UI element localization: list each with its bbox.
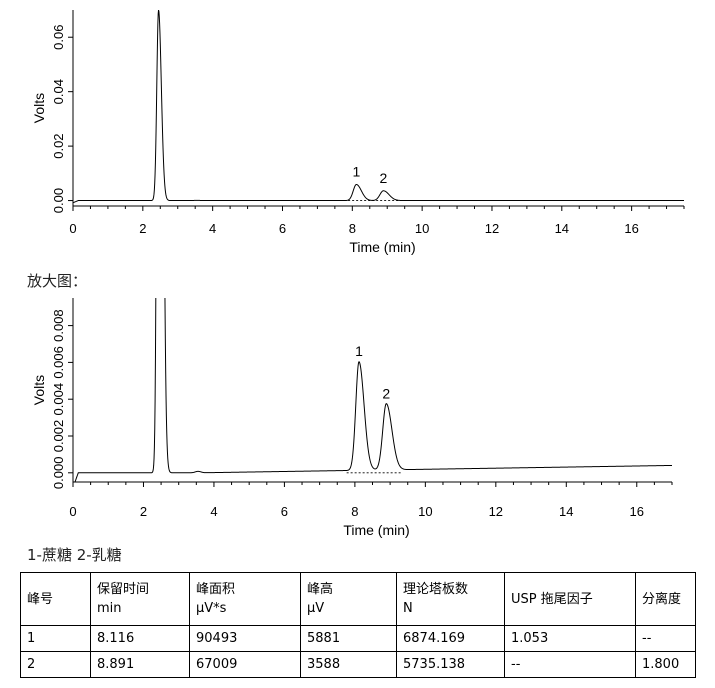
table-cell: 90493 bbox=[189, 625, 301, 652]
header-line1: 峰号 bbox=[27, 591, 54, 607]
table-cell: 2 bbox=[20, 651, 91, 678]
peak-legend: 1-蔗糖 2-乳糖 bbox=[27, 546, 122, 564]
header-cell: 峰号 bbox=[20, 572, 91, 626]
table-cell: -- bbox=[635, 625, 696, 652]
x-tick-label: 14 bbox=[559, 504, 573, 519]
header-line1: 保留时间 bbox=[97, 582, 150, 597]
y-axis-title: Volts bbox=[31, 375, 47, 405]
table-cell: 8.116 bbox=[90, 625, 190, 652]
peak-label: 1 bbox=[352, 163, 360, 179]
y-tick-label: 0.006 bbox=[51, 346, 66, 379]
x-tick-label: 0 bbox=[69, 504, 76, 519]
table-row: 1 8.116 90493 5881 6874.169 1.053 -- bbox=[20, 625, 696, 652]
header-line2: μV*s bbox=[196, 601, 227, 616]
header-line1: 理论塔板数 bbox=[403, 582, 469, 597]
x-tick-label: 12 bbox=[485, 221, 499, 236]
x-tick-label: 4 bbox=[209, 221, 216, 236]
signal-trace bbox=[73, 10, 684, 204]
signal-trace bbox=[74, 298, 672, 482]
table-cell: -- bbox=[504, 651, 636, 678]
y-tick-label: 0.00 bbox=[51, 188, 66, 213]
x-tick-label: 10 bbox=[415, 221, 429, 236]
x-tick-label: 6 bbox=[279, 221, 286, 236]
table-cell: 5881 bbox=[300, 625, 397, 652]
y-axis-title: Volts bbox=[31, 93, 47, 123]
x-tick-label: 8 bbox=[351, 504, 358, 519]
header-cell: 分离度 bbox=[635, 572, 696, 626]
table-header-row: 峰号 保留时间 min 峰面积 μV*s 峰高 μV 理论塔板数 N USP 拖尾因子 … bbox=[20, 572, 696, 626]
table-cell: 67009 bbox=[189, 651, 301, 678]
header-cell: 理论塔板数 N bbox=[396, 572, 505, 626]
x-tick-label: 6 bbox=[281, 504, 288, 519]
header-line1: USP 拖尾因子 bbox=[511, 591, 593, 607]
peak-label: 2 bbox=[382, 386, 390, 402]
y-tick-label: 0.000 bbox=[51, 457, 66, 490]
x-tick-label: 2 bbox=[140, 504, 147, 519]
table-cell: 8.891 bbox=[90, 651, 190, 678]
x-tick-label: 12 bbox=[489, 504, 503, 519]
header-cell: 保留时间 min bbox=[90, 572, 190, 626]
peak-label: 1 bbox=[355, 343, 363, 359]
header-line1: 分离度 bbox=[642, 591, 682, 607]
header-line2: min bbox=[97, 601, 122, 616]
table-cell: 5735.138 bbox=[396, 651, 505, 678]
header-cell: USP 拖尾因子 bbox=[504, 572, 636, 626]
header-line1: 峰面积 bbox=[196, 582, 236, 597]
header-line2: μV bbox=[307, 601, 325, 616]
x-tick-label: 4 bbox=[210, 504, 217, 519]
table-cell: 3588 bbox=[300, 651, 397, 678]
table-row: 2 8.891 67009 3588 5735.138 -- 1.800 bbox=[20, 651, 696, 678]
header-line2: N bbox=[403, 601, 413, 616]
header-line1: 峰高 bbox=[307, 582, 334, 597]
y-tick-label: 0.008 bbox=[51, 309, 66, 342]
x-tick-label: 2 bbox=[139, 221, 146, 236]
table-cell: 1 bbox=[20, 625, 91, 652]
x-tick-label: 16 bbox=[624, 221, 638, 236]
chromatogram-zoomed: 0 2 4 6 8 10 12 14 160.0000.0020.0040.0060.008Ti… bbox=[31, 298, 673, 538]
table-cell: 6874.169 bbox=[396, 625, 505, 652]
x-tick-label: 16 bbox=[630, 504, 644, 519]
y-tick-label: 0.04 bbox=[51, 79, 66, 104]
zoom-caption: 放大图： bbox=[27, 272, 88, 290]
header-cell: 峰高 μV bbox=[300, 572, 397, 626]
y-tick-label: 0.002 bbox=[51, 420, 66, 453]
x-tick-label: 14 bbox=[555, 221, 569, 236]
x-axis-title: Time (min) bbox=[349, 239, 415, 255]
x-tick-label: 10 bbox=[418, 504, 432, 519]
y-tick-label: 0.02 bbox=[51, 133, 66, 158]
x-axis-title: Time (min) bbox=[343, 522, 409, 538]
table-cell: 1.053 bbox=[504, 625, 636, 652]
table-cell: 1.800 bbox=[635, 651, 696, 678]
header-cell: 峰面积 μV*s bbox=[189, 572, 301, 626]
peak-label: 2 bbox=[380, 170, 388, 186]
y-tick-label: 0.004 bbox=[51, 383, 66, 416]
y-tick-label: 0.06 bbox=[51, 25, 66, 50]
x-tick-label: 0 bbox=[69, 221, 76, 236]
x-tick-label: 8 bbox=[349, 221, 356, 236]
peak-results-table: 峰号 保留时间 min 峰面积 μV*s 峰高 μV 理论塔板数 N USP 拖尾因子 … bbox=[20, 572, 696, 678]
